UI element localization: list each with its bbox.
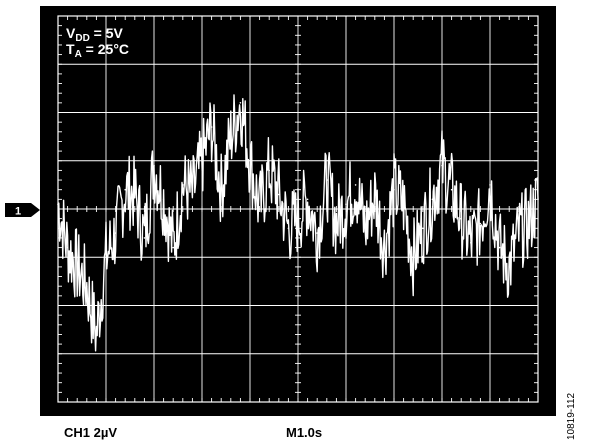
trace-sample-point bbox=[489, 184, 491, 186]
trace-sample-point bbox=[306, 198, 309, 201]
trace-sample-point bbox=[95, 333, 98, 336]
trace-sample-point bbox=[422, 227, 424, 230]
trace-sample-point bbox=[191, 193, 194, 196]
channel-marker-label: 1 bbox=[15, 206, 21, 218]
trace-sample-point bbox=[220, 188, 222, 191]
trace-sample-point bbox=[76, 266, 78, 268]
trace-sample-point bbox=[124, 188, 126, 191]
trace-sample-point bbox=[354, 184, 357, 186]
trace-sample-point bbox=[412, 256, 415, 259]
trace-sample-point bbox=[239, 102, 242, 104]
supply-annotation: VDD = 5V bbox=[66, 25, 124, 44]
trace-sample-point bbox=[518, 232, 520, 234]
trace-sample-point bbox=[268, 169, 271, 172]
trace-sample-point bbox=[450, 188, 453, 191]
channel-marker-arrow bbox=[31, 203, 40, 217]
trace-sample-point bbox=[364, 227, 367, 230]
trace-sample-point bbox=[153, 164, 155, 167]
trace-sample-point bbox=[66, 246, 69, 249]
trace-sample-point bbox=[86, 285, 88, 288]
trace-sample-point bbox=[210, 126, 213, 128]
trace-sample-point bbox=[498, 246, 501, 249]
temperature-annotation: TA = 25°C bbox=[66, 41, 129, 60]
trace-sample-point bbox=[114, 232, 117, 234]
trace-sample-point bbox=[134, 193, 136, 196]
trace-sample-point bbox=[278, 193, 280, 196]
trace-sample-point bbox=[287, 227, 290, 230]
trace-sample-point bbox=[383, 246, 386, 249]
trace-sample-point bbox=[508, 266, 511, 268]
trace-sample-point bbox=[460, 217, 463, 220]
figure-id: 10819-112 bbox=[566, 392, 577, 440]
trace-sample-point bbox=[537, 198, 539, 201]
trace-sample-point bbox=[143, 237, 146, 239]
trace-group bbox=[57, 94, 539, 352]
trace-sample-point bbox=[402, 203, 405, 205]
trace-sample-point bbox=[162, 198, 165, 201]
channel-marker-box bbox=[5, 203, 31, 217]
trace-sample-point bbox=[374, 193, 376, 196]
trace-sample-point bbox=[527, 222, 530, 225]
trace-sample-point bbox=[297, 217, 299, 220]
trace-sample-point bbox=[326, 179, 328, 181]
trace-sample-point bbox=[470, 242, 472, 244]
channel-scale-label: CH1 2µV bbox=[64, 425, 117, 440]
trace-sample-point bbox=[182, 184, 184, 186]
trace-sample-point bbox=[335, 222, 338, 225]
trace-sample-point bbox=[201, 160, 203, 162]
channel-marker: 1 bbox=[5, 203, 40, 218]
trace-sample-point bbox=[345, 203, 347, 205]
trace-sample-point bbox=[258, 208, 261, 210]
trace-sample-point bbox=[105, 256, 107, 259]
trace-sample-point bbox=[479, 222, 482, 225]
trace-sample-point bbox=[316, 232, 319, 234]
trace-sample-point bbox=[431, 198, 434, 201]
trace-sample-point bbox=[441, 164, 443, 167]
timebase-label: M1.0s bbox=[286, 425, 322, 440]
trace-sample-point bbox=[172, 246, 174, 249]
trace-sample-point bbox=[393, 188, 395, 191]
trace-sample-point bbox=[230, 135, 232, 138]
trace-sample-point bbox=[57, 203, 59, 205]
trace-sample-point bbox=[249, 160, 251, 162]
noise-trace bbox=[57, 94, 539, 352]
